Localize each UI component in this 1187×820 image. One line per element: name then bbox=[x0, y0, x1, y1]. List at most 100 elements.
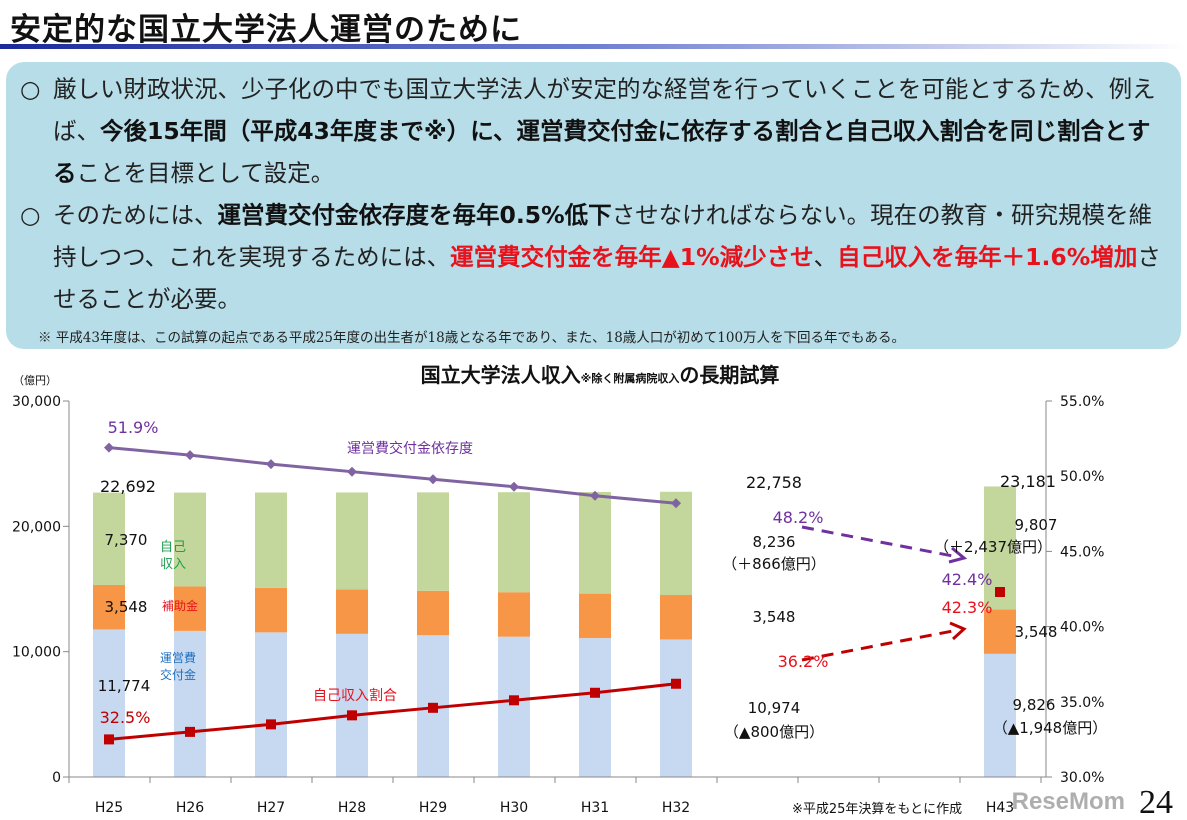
annotation-total-h43: 23,181 bbox=[1000, 472, 1056, 491]
line-marker bbox=[509, 481, 519, 492]
bar-segment bbox=[498, 592, 530, 637]
bar-segment bbox=[984, 609, 1016, 654]
y-tick-label: 20,000 bbox=[12, 519, 61, 535]
annotation-dep-start: 51.9% bbox=[108, 418, 159, 437]
y2-tick-label: 40.0% bbox=[1060, 620, 1104, 636]
chart-title-part: の長期試算 bbox=[679, 363, 779, 387]
annotation-total-h32: 22,758 bbox=[746, 473, 802, 492]
bar-segment bbox=[255, 632, 287, 777]
y-axis-unit: （億円） bbox=[13, 374, 57, 387]
y-tick-label: 0 bbox=[52, 770, 61, 786]
x-tick-label: H31 bbox=[581, 800, 609, 816]
annotation-sub-h32: 3,548 bbox=[753, 608, 796, 626]
bullet-icon: ○ bbox=[20, 75, 41, 103]
x-tick-label: H29 bbox=[419, 800, 447, 816]
x-tick-label: H26 bbox=[176, 800, 204, 816]
chart-title-part: 国立大学法人収入 bbox=[421, 363, 581, 387]
line-marker bbox=[590, 490, 600, 501]
annotation-grant-h43: 9,826 bbox=[1013, 696, 1056, 714]
paragraph-1: ○ 厳しい財政状況、少子化の中でも国立大学法人が安定的な経営を行っていくことを可能… bbox=[20, 68, 1167, 194]
bar-segment bbox=[579, 638, 611, 777]
bar-segment bbox=[93, 492, 125, 585]
x-tick-label: H30 bbox=[500, 800, 528, 816]
annotation-own-start: 32.5% bbox=[100, 708, 151, 727]
annotation-grant-h32-d: （▲800億円） bbox=[724, 723, 824, 741]
summary-box: ○ 厳しい財政状況、少子化の中でも国立大学法人が安定的な経営を行っていくことを可能… bbox=[6, 62, 1181, 349]
bar-segment bbox=[93, 629, 125, 777]
x-tick-label: H28 bbox=[338, 800, 366, 816]
annotation-lbl-grant: 運営費 bbox=[160, 650, 196, 665]
series-line bbox=[108, 682, 677, 741]
annotation-own-h43-d: （＋2,437億円） bbox=[934, 538, 1052, 556]
y-tick-label: 10,000 bbox=[12, 645, 61, 661]
annotation-total-h25: 22,692 bbox=[100, 477, 156, 496]
line-marker bbox=[266, 719, 276, 730]
line-marker bbox=[428, 702, 438, 713]
annotation-dep-h43: 42.4% bbox=[942, 570, 993, 589]
body-text: ことを目標として設定。 bbox=[76, 159, 335, 187]
bar-segment bbox=[660, 594, 692, 640]
line-marker bbox=[671, 498, 681, 509]
x-tick-label: H27 bbox=[257, 800, 285, 816]
bold-text: 運営費交付金依存度を毎年0.5%低下 bbox=[217, 201, 612, 229]
highlight-text: 運営費交付金を毎年▲1%減少させ bbox=[450, 243, 814, 271]
annotation-footnote: ※平成25年決算をもとに作成 bbox=[792, 802, 962, 817]
annotation-own-h25: 7,370 bbox=[105, 531, 148, 549]
series-label-dependency: 運営費交付金依存度 bbox=[347, 440, 473, 457]
line-marker bbox=[104, 442, 114, 453]
bar-segment bbox=[336, 492, 368, 590]
line-marker bbox=[185, 450, 195, 461]
page-number: 24 bbox=[1139, 784, 1173, 820]
bar-segment bbox=[93, 584, 125, 630]
bar-segment bbox=[174, 586, 206, 631]
bar-segment bbox=[579, 492, 611, 594]
chart-title-part: ※除く附属病院収入 bbox=[581, 371, 680, 385]
chart-title: 国立大学法人収入※除く附属病院収入の長期試算 bbox=[421, 363, 780, 387]
annotation-lbl-grant2: 交付金 bbox=[160, 667, 196, 682]
bar-segment bbox=[174, 630, 206, 777]
annotation-own-h32: 36.2% bbox=[778, 652, 829, 671]
line-marker bbox=[347, 710, 357, 721]
annotation-grant-h25: 11,774 bbox=[98, 677, 151, 695]
line-marker bbox=[104, 734, 114, 745]
paragraph-2: ○ そのためには、運営費交付金依存度を毎年0.5%低下させなければならない。現在の… bbox=[20, 194, 1167, 320]
target-marker bbox=[995, 587, 1005, 598]
annotation-own-h32-v: 8,236 bbox=[753, 533, 796, 551]
box-footnote: ※ 平成43年度は、この試算の起点である平成25年度の出生者が18歳となる年であ… bbox=[38, 330, 906, 346]
annotation-grant-h43-d: （▲1,948億円） bbox=[993, 719, 1107, 737]
highlight-text: 自己収入を毎年＋1.6%増加 bbox=[837, 243, 1138, 271]
line-marker bbox=[185, 726, 195, 737]
body-text: そのためには、 bbox=[53, 201, 218, 229]
y2-tick-label: 45.0% bbox=[1060, 544, 1104, 560]
annotation-own-h32-d: （＋866億円） bbox=[722, 555, 826, 573]
line-marker bbox=[347, 466, 357, 477]
line-marker bbox=[266, 459, 276, 470]
watermark-logo: ReseMom bbox=[1011, 788, 1125, 815]
bar-segment bbox=[417, 492, 449, 591]
y2-tick-label: 30.0% bbox=[1060, 770, 1104, 786]
annotation-dep-h32: 48.2% bbox=[773, 508, 824, 527]
line-marker bbox=[509, 695, 519, 706]
annotation-own-h43-v: 9,807 bbox=[1015, 516, 1058, 534]
bullet-icon: ○ bbox=[20, 201, 41, 229]
bar-segment bbox=[417, 590, 449, 636]
annotation-lbl-own: 自己 bbox=[160, 540, 186, 555]
bar-segment bbox=[579, 593, 611, 639]
bar-segment bbox=[336, 589, 368, 634]
bar-segment bbox=[984, 653, 1016, 777]
bar-segment bbox=[660, 491, 692, 595]
x-tick-label: H43 bbox=[986, 800, 1014, 816]
body-text: 、 bbox=[813, 243, 838, 271]
body-text: させなければならない。現在の教育・研究規模を維持しつつ、これを実現するためには、 bbox=[53, 201, 1153, 271]
series-line bbox=[108, 446, 677, 505]
bar-segment bbox=[255, 492, 287, 588]
y-tick-label: 30,000 bbox=[12, 394, 61, 410]
series-label-own-income: 自己収入割合 bbox=[313, 687, 397, 704]
y2-tick-label: 55.0% bbox=[1060, 394, 1104, 410]
annotation-lbl-sub: 補助金 bbox=[162, 598, 198, 613]
bar-segment bbox=[498, 636, 530, 777]
annotation-lbl-own2: 収入 bbox=[160, 557, 186, 572]
bar-segment bbox=[255, 587, 287, 633]
